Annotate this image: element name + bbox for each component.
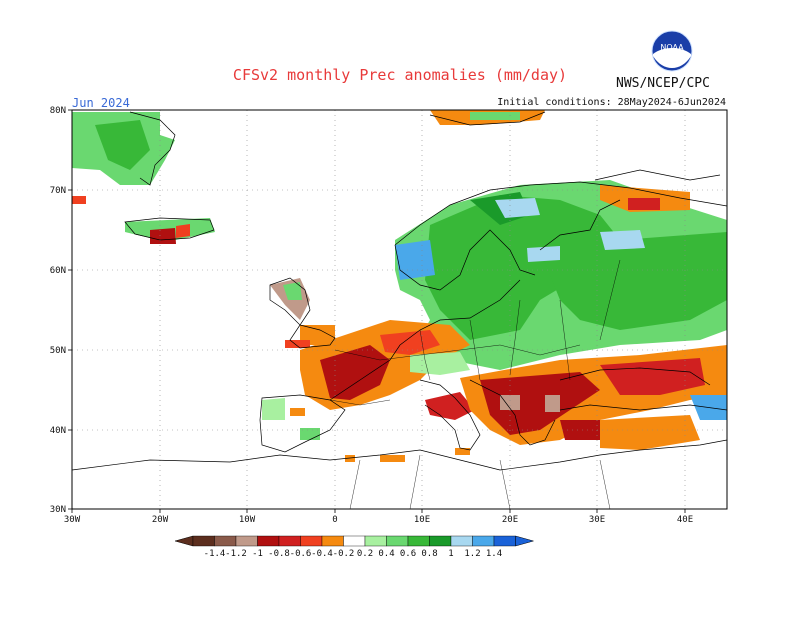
colorbar-arrow-high [515, 535, 535, 547]
colorbar-label: -0.6 [290, 549, 312, 559]
svg-text:NOAA: NOAA [660, 43, 684, 52]
colorbar-label: 0.4 [378, 549, 394, 559]
colorbar-swatch [386, 535, 409, 547]
map-title: CFSv2 monthly Prec anomalies (mm/day) [232, 66, 568, 84]
colorbar-swatch [472, 535, 495, 547]
colorbar-swatch [214, 535, 237, 547]
colorbar-swatch [235, 535, 258, 547]
colorbar-swatch [429, 535, 452, 547]
colorbar-label: 0.8 [421, 549, 437, 559]
colorbar-swatch [493, 535, 516, 547]
lat-label: 70N [50, 186, 66, 196]
map-frame [71, 109, 728, 510]
lat-label: 60N [50, 266, 66, 276]
colorbar: -1.4 -1.2 -1 -0.8 -0.6 -0.4 -0.2 0.2 0.4 0.6 0.8 1 1… [174, 535, 535, 559]
tick-marks [68, 109, 686, 513]
lon-label: 20W [152, 515, 169, 525]
colorbar-label: -0.4 [311, 549, 333, 559]
colorbar-swatch [343, 535, 366, 547]
lat-label: 40N [50, 426, 66, 436]
lat-label: 80N [50, 106, 66, 116]
lon-label: 30W [64, 515, 81, 525]
colorbar-swatch [450, 535, 473, 547]
lon-label: 10W [239, 515, 256, 525]
colorbar-swatch [364, 535, 387, 547]
colorbar-label: 0.2 [357, 549, 373, 559]
lat-label: 30N [50, 505, 66, 515]
initial-conditions: Initial conditions: 28May2024-6Jun2024 [497, 97, 726, 108]
colorbar-label: -1 [252, 549, 263, 559]
agency-label: NWS/NCEP/CPC [616, 76, 710, 91]
colorbar-label: 1 [448, 549, 453, 559]
colorbar-swatch [300, 535, 323, 547]
colorbar-label: -1.4 [204, 549, 226, 559]
lon-label: 20E [502, 515, 518, 525]
anomaly-fields [72, 110, 727, 462]
colorbar-label: 0.6 [400, 549, 416, 559]
colorbar-label: 1.4 [486, 549, 502, 559]
colorbar-label: -0.2 [333, 549, 355, 559]
colorbar-label: -0.8 [268, 549, 290, 559]
graticule [72, 110, 727, 509]
colorbar-arrow-low [174, 535, 194, 547]
colorbar-label: -1.2 [225, 549, 247, 559]
coastlines [71, 111, 728, 471]
lat-label: 50N [50, 346, 66, 356]
country-borders [329, 259, 621, 510]
colorbar-swatch [278, 535, 301, 547]
month-label: Jun 2024 [72, 96, 130, 110]
noaa-logo: NOAA [651, 30, 693, 72]
colorbar-swatch [407, 535, 430, 547]
lon-label: 40E [677, 515, 693, 525]
lon-label: 10E [414, 515, 430, 525]
colorbar-swatch [257, 535, 280, 547]
colorbar-swatch [321, 535, 344, 547]
colorbar-swatch [192, 535, 215, 547]
lon-label: 30E [589, 515, 605, 525]
lon-label: 0 [332, 515, 337, 525]
colorbar-label: 1.2 [464, 549, 480, 559]
